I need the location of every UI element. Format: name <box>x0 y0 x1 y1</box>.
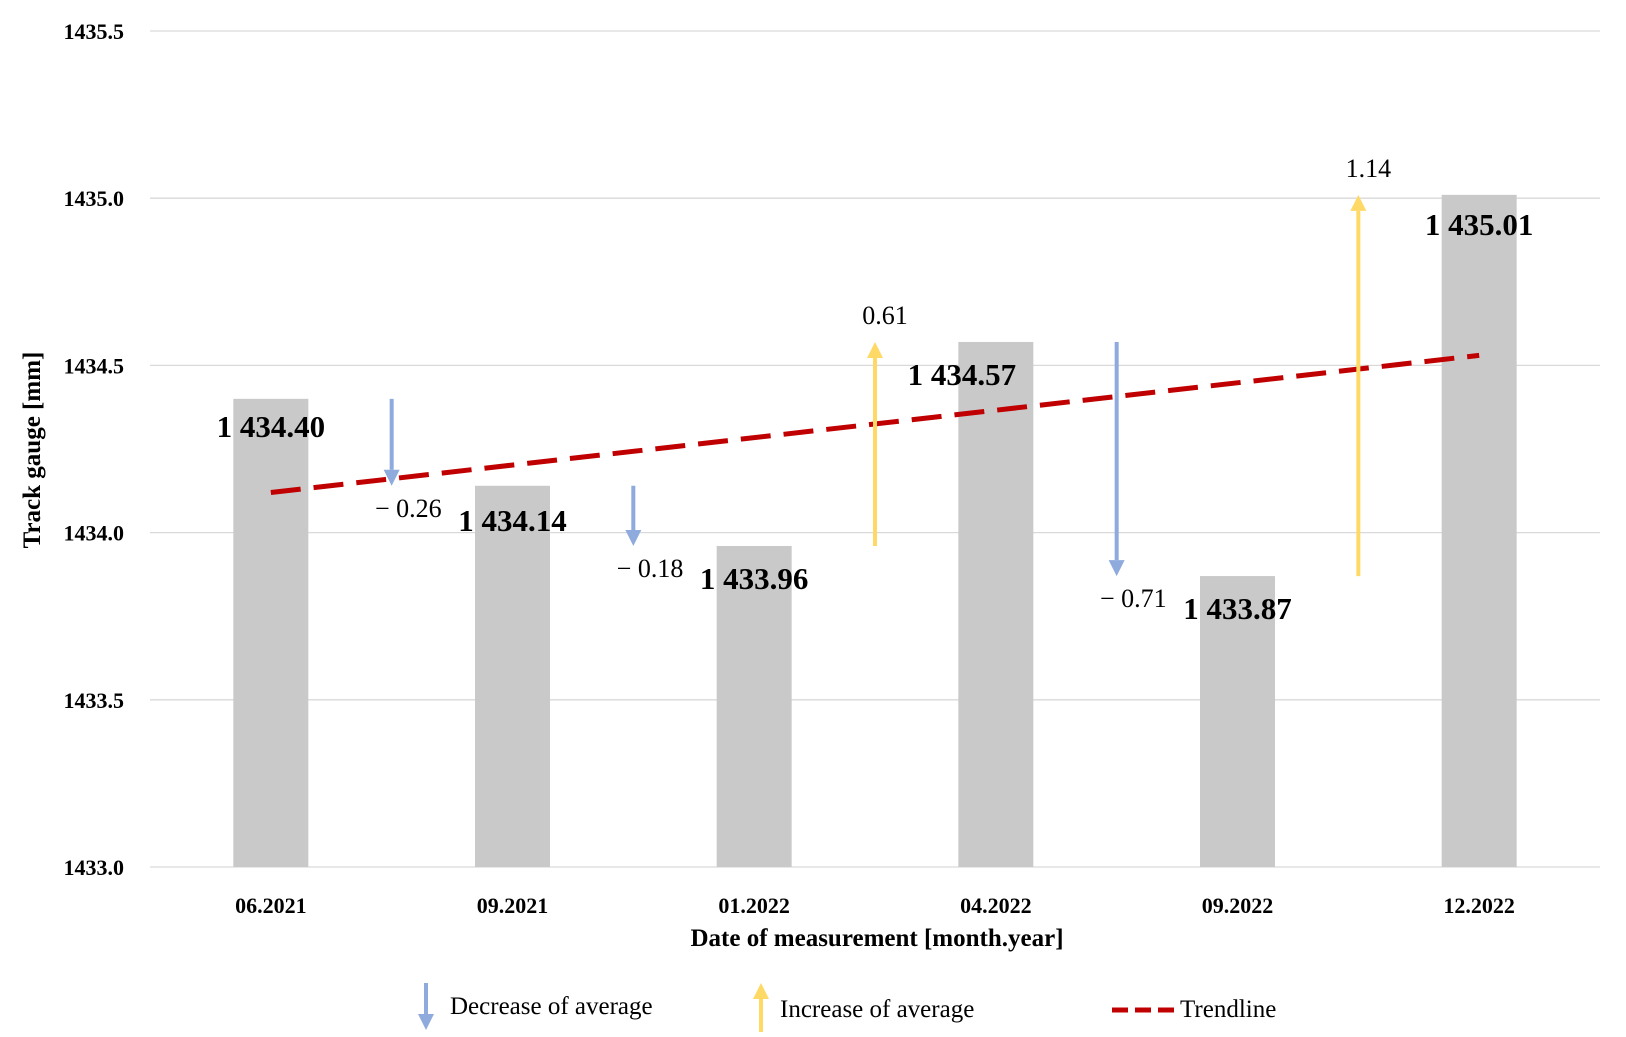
x-tick-labels: 06.2021 09.2021 01.2022 04.2022 09.2022 12.20… <box>235 893 1515 918</box>
y-tick-label: 1434.0 <box>64 521 125 546</box>
decrease-arrow <box>625 485 642 546</box>
x-tick-label: 04.2022 <box>960 893 1032 918</box>
change-label: 1.14 <box>1346 154 1392 183</box>
y-tick-label: 1433.5 <box>64 688 125 713</box>
arrow-head <box>625 529 642 546</box>
y-tick-labels: 1433.0 1433.5 1434.0 1434.5 1435.0 1435.5 <box>64 19 125 880</box>
legend: Decrease of average Increase of average … <box>418 983 1276 1032</box>
bar <box>1441 194 1517 867</box>
x-tick-label: 09.2022 <box>1202 893 1274 918</box>
arrow-head <box>1108 560 1125 577</box>
x-tick-label: 01.2022 <box>718 893 790 918</box>
legend-item-trendline: Trendline <box>1112 996 1276 1023</box>
change-label: − 0.71 <box>1100 584 1167 613</box>
increase-arrow <box>867 341 883 546</box>
data-label: 1 433.87 <box>1183 591 1292 626</box>
legend-trendline-label: Trendline <box>1180 996 1276 1023</box>
data-label: 1 434.40 <box>217 409 326 444</box>
legend-item-decrease: Decrease of average <box>418 983 653 1030</box>
bar <box>716 545 792 867</box>
change-label: − 0.26 <box>375 494 442 523</box>
x-tick-label: 09.2021 <box>477 893 549 918</box>
data-label: 1 433.96 <box>700 561 809 596</box>
x-tick-label: 12.2022 <box>1443 893 1515 918</box>
legend-decrease-label: Decrease of average <box>450 993 653 1020</box>
increase-arrow <box>1350 194 1367 577</box>
y-tick-label: 1435.5 <box>64 19 125 44</box>
arrow-head <box>1350 194 1367 211</box>
y-axis-title: Track gauge [mm] <box>19 352 46 549</box>
data-label: 1 434.57 <box>908 357 1017 392</box>
legend-item-increase: Increase of average <box>753 983 974 1032</box>
arrow-head <box>867 341 883 358</box>
bars <box>233 194 1517 867</box>
arrow-head <box>383 469 400 486</box>
legend-increase-label: Increase of average <box>780 996 974 1023</box>
x-axis-title: Date of measurement [month.year] <box>690 925 1063 952</box>
value-labels: 1 434.40 1 434.14 1 433.96 1 434.57 1 433.87… <box>217 207 1534 626</box>
x-tick-label: 06.2021 <box>235 893 307 918</box>
y-tick-label: 1433.0 <box>64 855 125 880</box>
change-arrows: − 0.26 − 0.18 0.61 − 0.71 1.14 <box>375 154 1391 613</box>
y-tick-label: 1434.5 <box>64 353 125 378</box>
bar <box>233 398 309 867</box>
change-label: 0.61 <box>862 301 908 330</box>
bar <box>475 485 550 867</box>
bar <box>1200 576 1275 867</box>
change-label: − 0.18 <box>617 554 684 583</box>
decrease-arrow <box>383 398 400 486</box>
legend-increase-arrow-icon <box>753 983 769 999</box>
data-label: 1 434.14 <box>458 503 567 538</box>
data-label: 1 435.01 <box>1425 207 1534 242</box>
bar <box>958 341 1034 867</box>
decrease-arrow <box>1108 341 1125 577</box>
legend-decrease-arrow-icon <box>418 1014 434 1030</box>
y-tick-label: 1435.0 <box>64 186 125 211</box>
